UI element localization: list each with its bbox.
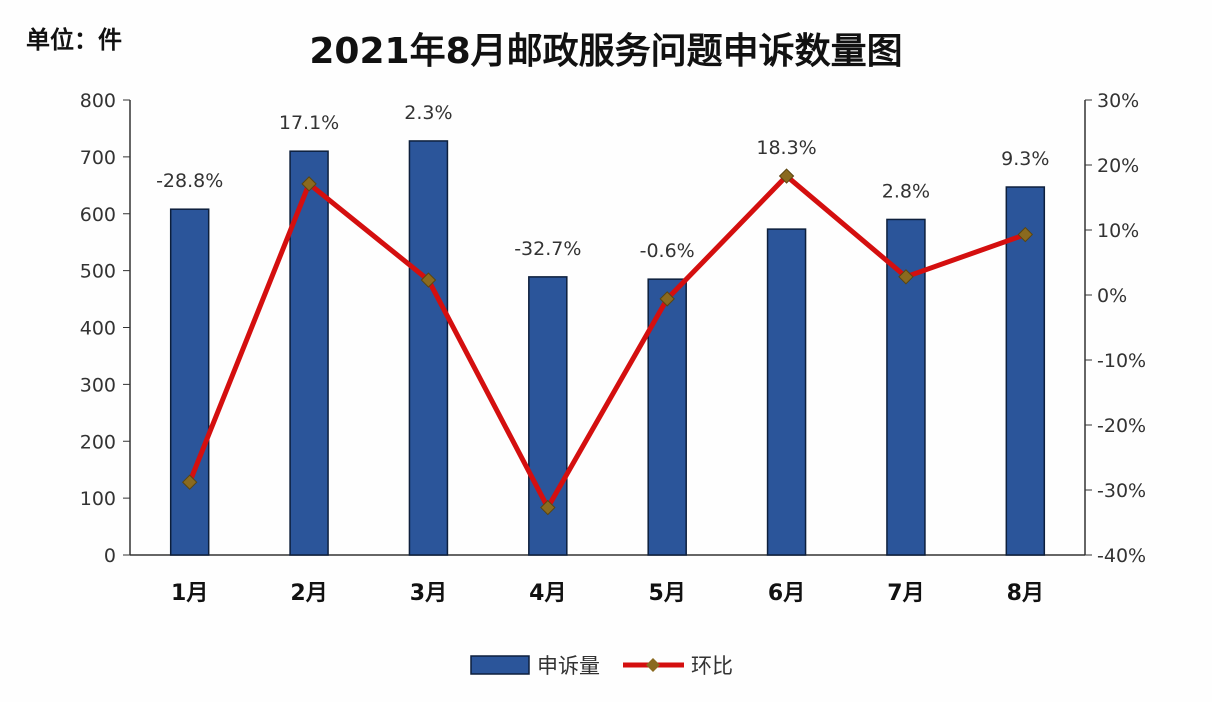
data-label: -0.6%	[640, 240, 695, 262]
bar-1月	[169, 208, 210, 556]
line-marker	[540, 499, 556, 516]
legend-bar-swatch	[470, 655, 530, 675]
right-tick-label: 30%	[1097, 90, 1139, 112]
line-series-huanbi	[187, 173, 1027, 511]
x-tick-label: 5月	[649, 581, 686, 606]
x-tick-label: 6月	[768, 581, 805, 606]
x-tick-label: 8月	[1007, 581, 1044, 606]
legend-line-marker	[646, 658, 660, 672]
left-tick-label: 500	[80, 261, 116, 283]
data-label: 2.8%	[882, 180, 930, 202]
line-marker	[659, 291, 675, 307]
left-tick-label: 400	[80, 318, 116, 340]
legend-line-label: 环比	[691, 654, 733, 678]
data-label: 17.1%	[279, 112, 339, 134]
data-label: 18.3%	[756, 137, 816, 159]
data-label: 2.3%	[404, 102, 452, 124]
x-tick-label: 2月	[290, 581, 327, 606]
data-label: -28.8%	[156, 170, 223, 192]
line-marker	[181, 474, 198, 490]
x-tick-label: 4月	[529, 581, 566, 606]
left-tick-label: 200	[80, 431, 116, 453]
left-tick-label: 600	[80, 204, 116, 226]
right-tick-label: -10%	[1097, 350, 1146, 372]
left-tick-label: 700	[80, 147, 116, 169]
x-tick-label: 3月	[410, 581, 447, 606]
line-marker	[898, 269, 914, 285]
left-tick-label: 0	[104, 545, 116, 567]
data-label: -32.7%	[514, 238, 581, 260]
left-tick-label: 800	[80, 90, 116, 112]
left-tick-label: 300	[80, 374, 116, 396]
x-tick-label: 7月	[887, 581, 924, 606]
line-marker	[1017, 226, 1034, 243]
right-tick-label: -20%	[1097, 415, 1146, 437]
bar-8月	[1005, 186, 1046, 556]
right-tick-label: 0%	[1097, 285, 1127, 307]
bar-3月	[408, 140, 449, 556]
legend-bar-label: 申诉量	[537, 654, 600, 678]
bar-6月	[766, 228, 807, 556]
x-tick-label: 1月	[171, 581, 208, 606]
right-tick-label: 20%	[1097, 155, 1139, 177]
right-tick-label: -30%	[1097, 480, 1146, 502]
left-tick-label: 100	[80, 488, 116, 510]
line-marker	[778, 168, 795, 184]
chart-title: 2021年8月邮政服务问题申诉数量图	[309, 31, 903, 72]
right-tick-label: 10%	[1097, 220, 1139, 242]
right-tick-label: -40%	[1097, 545, 1146, 567]
unit-label: 单位：件	[26, 26, 122, 54]
line-marker	[420, 272, 437, 288]
line-marker	[301, 176, 317, 192]
data-label: 9.3%	[1001, 148, 1049, 170]
